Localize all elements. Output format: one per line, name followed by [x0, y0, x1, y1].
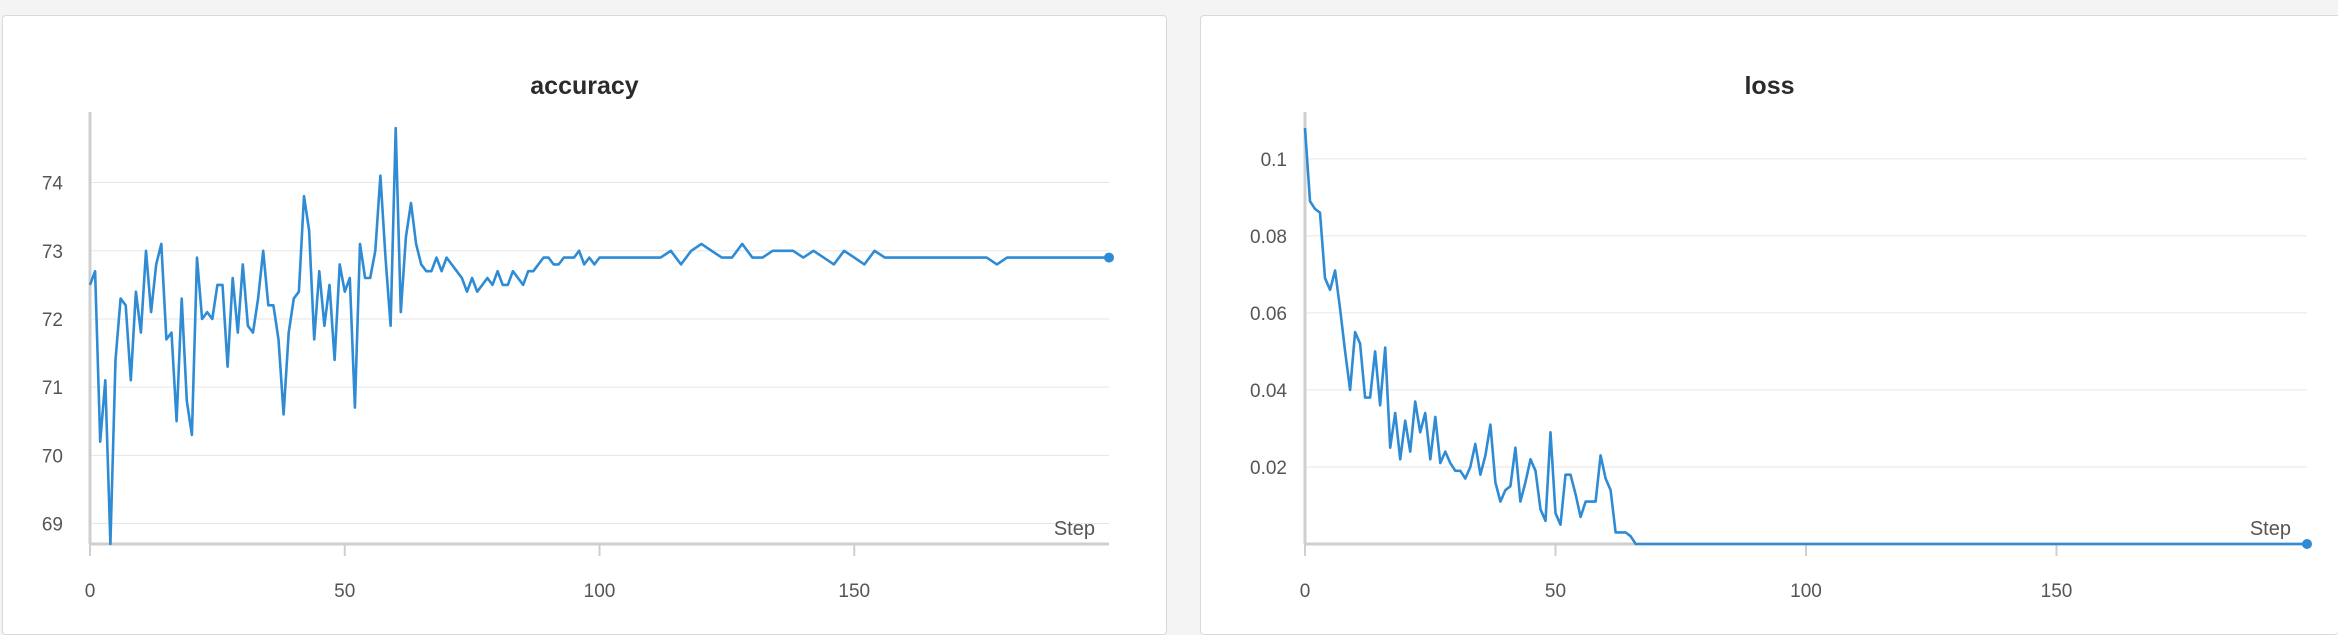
x-tick-label: 0 [1300, 581, 1311, 602]
y-tick-label: 0.1 [1261, 150, 1287, 171]
series-end-point [2302, 539, 2312, 549]
chart-title: accuracy [530, 72, 639, 100]
y-tick-label: 72 [42, 310, 63, 331]
x-tick-label: 100 [584, 581, 616, 602]
series-line [1303, 127, 2307, 546]
x-tick-label: 0 [85, 581, 96, 602]
loss-line-chart[interactable]: 0.02 0.04 0.06 0.08 0.1 0 50 100 150 Step [1201, 16, 2338, 616]
x-tick-label: 100 [1790, 581, 1822, 602]
y-tick-label: 74 [42, 174, 64, 195]
x-tick-label: 150 [838, 581, 870, 602]
y-tick-label: 69 [42, 515, 63, 536]
accuracy-line-chart[interactable]: 69 70 71 72 73 74 0 50 100 150 Step [3, 16, 1168, 616]
y-tick-label: 73 [42, 242, 63, 263]
y-tick-label: 0.06 [1250, 304, 1287, 325]
y-tick-label: 71 [42, 378, 63, 399]
x-tick-label: 50 [334, 581, 355, 602]
y-tick-label: 0.08 [1250, 227, 1287, 248]
y-tick-label: 0.04 [1250, 381, 1287, 402]
accuracy-chart-panel: accuracy 69 70 71 72 73 74 0 50 100 150 Step [2, 15, 1167, 635]
chart-title: loss [1744, 72, 1795, 100]
y-tick-label: 0.02 [1250, 458, 1287, 479]
x-axis-label: Step [2250, 518, 2291, 540]
x-tick-label: 50 [1545, 581, 1566, 602]
x-axis-label: Step [1054, 518, 1095, 540]
y-tick-label: 70 [42, 446, 63, 467]
x-tick-label: 150 [2041, 581, 2073, 602]
series-end-point [1104, 252, 1114, 263]
series-line [88, 126, 1109, 546]
loss-chart-panel: loss 0.02 0.04 0.06 0.08 0.1 0 50 100 150 Step [1200, 15, 2338, 635]
